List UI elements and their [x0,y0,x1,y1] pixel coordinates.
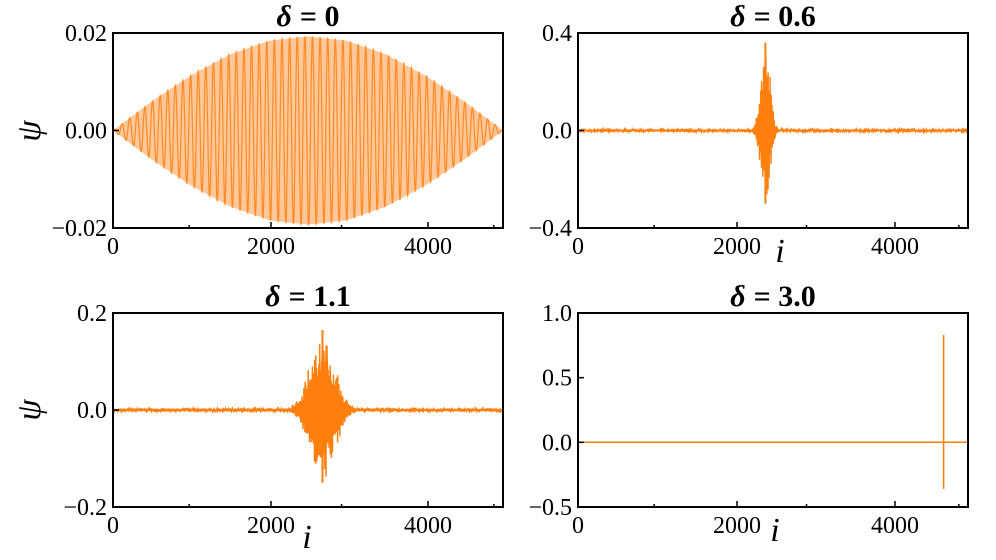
y-tick-label: −0.02 [51,216,107,242]
x-tick-label: 4000 [404,234,452,260]
series-line [578,57,968,195]
plot-area [113,36,503,227]
panel-title: δ = 0 [277,0,340,33]
y-tick-label: −0.4 [528,216,572,242]
x-axis-label: i [775,233,784,270]
series-line [113,343,503,477]
x-tick-label: 0 [572,513,584,539]
panel-4: 0 2000 4000 −0.5 0.0 0.5 1.0 δ = 3.0 i [528,280,969,549]
panel-title: δ = 0.6 [730,0,815,33]
y-tick-label: 0.5 [542,366,572,392]
y-tick-label: 0.0 [542,119,572,145]
x-axis-label: i [302,519,311,556]
series-line [113,36,503,227]
panel-3: 0 2000 4000 −0.2 0.0 0.2 δ = 1.1 i ψ [11,280,504,556]
x-tick-label: 2000 [247,234,295,260]
x-tick-label: 4000 [404,513,452,539]
x-tick-label: 0 [107,234,119,260]
plot-area [578,334,968,489]
panel-title: δ = 1.1 [265,280,350,313]
panel-1: 0 2000 4000 −0.02 0.00 0.02 δ = 0 ψ [11,0,504,260]
y-tick-label: 0.2 [77,301,107,327]
x-tick-label: 0 [572,234,584,260]
y-tick-label: 0.00 [65,119,107,145]
panel-title: δ = 3.0 [730,280,815,313]
x-tick-label: 4000 [871,513,919,539]
plot-area [578,42,968,204]
x-tick-label: 2000 [713,234,761,260]
y-axis-label: ψ [11,120,48,142]
x-tick-label: 4000 [871,234,919,260]
plot-area [113,329,503,483]
y-axis-label: ψ [11,399,48,421]
panel-2: 0 2000 4000 −0.4 0.0 0.4 δ = 0.6 i [528,0,969,270]
x-tick-label: 0 [107,513,119,539]
y-tick-label: 0.4 [542,21,572,47]
y-tick-label: 0.0 [542,430,572,456]
y-tick-label: 0.02 [65,21,107,47]
y-tick-label: −0.5 [528,495,572,521]
y-tick-label: 1.0 [542,301,572,327]
x-tick-label: 2000 [247,513,295,539]
y-tick-label: 0.0 [77,398,107,424]
x-tick-label: 2000 [713,513,761,539]
axes-frame [577,312,969,508]
y-tick-label: −0.2 [63,495,107,521]
x-axis-label: i [770,512,779,549]
